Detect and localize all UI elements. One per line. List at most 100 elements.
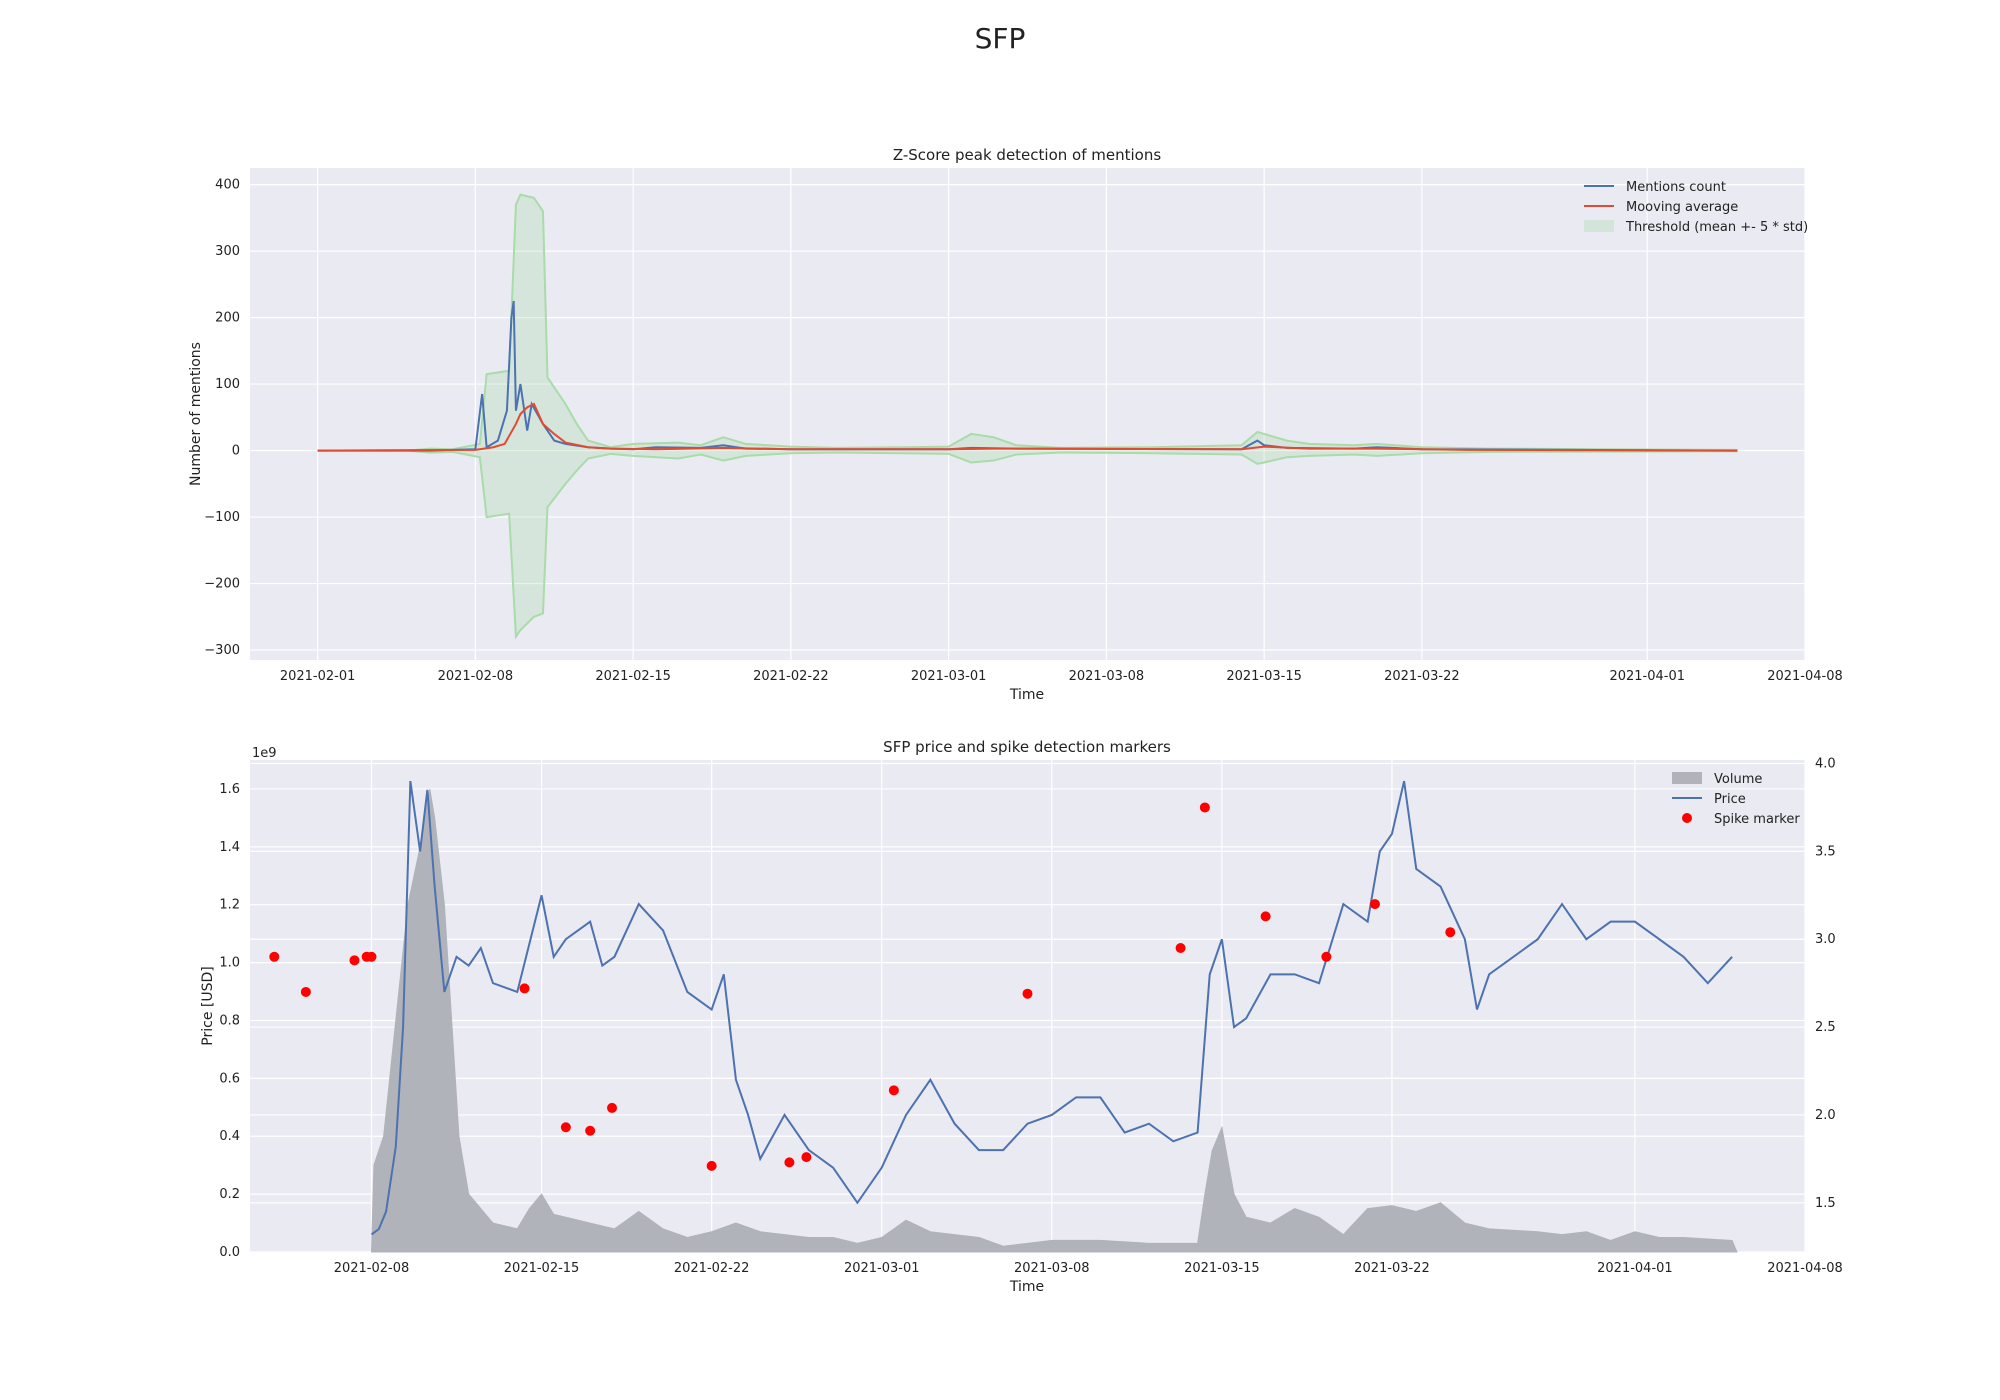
mentions-x-axis-label: Time <box>1009 687 1044 703</box>
mentions-series <box>317 300 1738 452</box>
x-tick-label: 2021-03-15 <box>1184 1261 1260 1276</box>
x-tick-label: 2021-03-01 <box>844 1261 920 1276</box>
price-y-tick-label: 2.5 <box>1815 1020 1836 1035</box>
price-chart: SFP price and spike detection markers 1e… <box>200 738 1843 1295</box>
mentions-legend: Mentions count Mooving average Threshold… <box>1584 180 1808 235</box>
legend-swatch-volume <box>1672 772 1702 784</box>
volume-y-tick-label: 0.8 <box>219 1013 240 1028</box>
price-y-tick-label: 4.0 <box>1815 757 1836 772</box>
x-tick-label: 2021-03-08 <box>1014 1261 1090 1276</box>
legend-label-volume: Volume <box>1714 772 1762 787</box>
price-line <box>370 780 1733 1236</box>
price-x-axis-label: Time <box>1009 1279 1044 1295</box>
price-y-tick-label: 3.5 <box>1815 844 1836 859</box>
y-tick-label: 100 <box>215 377 240 392</box>
figure-title: SFP <box>975 22 1026 55</box>
price-legend: Volume Price Spike marker <box>1672 772 1800 827</box>
y-tick-label: 300 <box>215 244 240 259</box>
x-tick-label: 2021-04-08 <box>1767 669 1843 684</box>
mentions-gridlines <box>250 168 1806 660</box>
spike-marker <box>1022 988 1033 999</box>
spike-marker <box>1321 951 1332 962</box>
y-tick-label: −200 <box>204 577 240 592</box>
spike-marker <box>1199 802 1210 813</box>
x-tick-label: 2021-04-01 <box>1597 1261 1673 1276</box>
threshold-band <box>317 193 1738 640</box>
legend-label-moving-average: Mooving average <box>1626 200 1738 215</box>
spike-marker <box>1260 911 1271 922</box>
spike-marker <box>784 1157 795 1168</box>
price-y-axis-label: Price [USD] <box>200 966 216 1045</box>
price-chart-title: SFP price and spike detection markers <box>883 738 1171 756</box>
x-tick-label: 2021-04-08 <box>1767 1261 1843 1276</box>
y-tick-label: −300 <box>204 643 240 658</box>
x-tick-label: 2021-03-22 <box>1384 669 1460 684</box>
price-x-ticks: 2021-02-08 2021-02-15 2021-02-22 2021-03-01… <box>334 1261 1843 1276</box>
volume-y-tick-label: 0.4 <box>219 1129 240 1144</box>
y-tick-label: 0 <box>232 444 240 459</box>
spike-marker <box>300 986 311 997</box>
volume-y-tick-label: 0.0 <box>219 1245 240 1260</box>
spike-marker <box>269 951 280 962</box>
x-tick-label: 2021-03-01 <box>911 669 987 684</box>
legend-label-price: Price <box>1714 792 1746 807</box>
x-tick-label: 2021-02-15 <box>504 1261 580 1276</box>
spike-marker <box>585 1125 596 1136</box>
spike-marker <box>801 1152 812 1163</box>
spike-marker <box>1175 943 1186 954</box>
threshold-upper-line <box>317 193 1738 452</box>
x-tick-label: 2021-03-08 <box>1069 669 1145 684</box>
price-series-line <box>370 780 1733 1236</box>
x-tick-label: 2021-04-01 <box>1609 669 1685 684</box>
volume-y-tick-label: 0.2 <box>219 1187 240 1202</box>
price-plot-area <box>250 760 1805 1252</box>
spike-marker <box>349 955 360 966</box>
volume-y-tick-label: 1.0 <box>219 956 240 971</box>
x-tick-label: 2021-02-22 <box>753 669 829 684</box>
volume-y-ticks: 0.0 0.2 0.4 0.6 0.8 1.0 1.2 1.4 1.6 <box>219 782 240 1260</box>
mentions-chart-title: Z-Score peak detection of mentions <box>893 146 1162 164</box>
legend-swatch-spike-marker <box>1682 813 1692 823</box>
x-tick-label: 2021-02-22 <box>674 1261 750 1276</box>
mentions-y-axis-label: Number of mentions <box>188 342 204 486</box>
x-tick-label: 2021-02-08 <box>438 669 514 684</box>
y-tick-label: −100 <box>204 510 240 525</box>
spike-markers <box>269 802 1456 1171</box>
spike-marker <box>560 1122 571 1133</box>
mooving-average-line <box>317 402 1738 452</box>
price-y-tick-label: 2.0 <box>1815 1108 1836 1123</box>
price-y-tick-label: 1.5 <box>1815 1196 1836 1211</box>
spike-marker <box>1369 899 1380 910</box>
price-y-ticks: 1.5 2.0 2.5 3.0 3.5 4.0 <box>1815 757 1836 1211</box>
y-tick-label: 200 <box>215 311 240 326</box>
x-tick-label: 2021-02-01 <box>280 669 356 684</box>
volume-y-tick-label: 0.6 <box>219 1071 240 1086</box>
volume-area <box>370 788 1738 1253</box>
volume-y-tick-label: 1.4 <box>219 840 240 855</box>
spike-marker <box>706 1160 717 1171</box>
volume-offset-label: 1e9 <box>252 746 277 761</box>
price-y-tick-label: 3.0 <box>1815 932 1836 947</box>
mentions-chart: Z-Score peak detection of mentions 2021-… <box>188 146 1843 703</box>
mentions-plot-area <box>250 168 1805 660</box>
volume-fill <box>370 788 1738 1253</box>
volume-y-tick-label: 1.6 <box>219 782 240 797</box>
legend-label-spike-marker: Spike marker <box>1714 812 1800 827</box>
x-tick-label: 2021-02-08 <box>334 1261 410 1276</box>
spike-marker <box>888 1085 899 1096</box>
volume-y-tick-label: 1.2 <box>219 898 240 913</box>
spike-marker <box>607 1102 618 1113</box>
spike-marker <box>519 983 530 994</box>
mentions-y-ticks: −300 −200 −100 0 100 200 300 400 <box>204 178 240 658</box>
price-gridlines <box>250 760 1806 1253</box>
legend-label-threshold: Threshold (mean +- 5 * std) <box>1625 220 1808 235</box>
legend-swatch-threshold <box>1584 220 1614 232</box>
x-tick-label: 2021-02-15 <box>595 669 671 684</box>
threshold-lower-line <box>317 449 1738 640</box>
x-tick-label: 2021-03-22 <box>1354 1261 1430 1276</box>
spike-marker <box>366 951 377 962</box>
y-tick-label: 400 <box>215 178 240 193</box>
spike-marker <box>1445 927 1456 938</box>
legend-label-mentions-count: Mentions count <box>1626 180 1726 195</box>
